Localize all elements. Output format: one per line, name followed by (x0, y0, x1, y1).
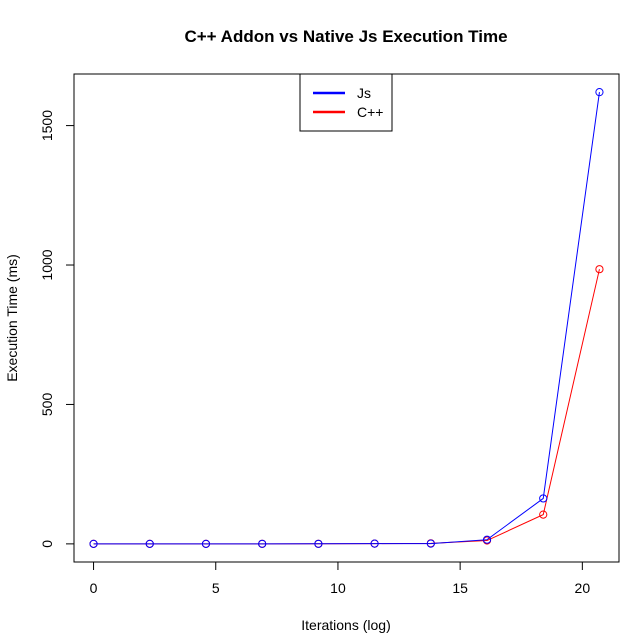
x-tick-label: 0 (90, 580, 98, 596)
data-point-js (595, 88, 604, 97)
legend-box (299, 73, 393, 132)
chart-title: C++ Addon vs Native Js Execution Time (184, 27, 507, 46)
data-point-js (258, 539, 267, 548)
series-layer (89, 88, 604, 548)
series-line-js (93, 92, 600, 545)
y-axis-label: Execution Time (ms) (4, 254, 20, 382)
data-point-js (314, 539, 323, 548)
y-tick-label: 1000 (39, 249, 55, 280)
x-tick-label: 10 (330, 580, 346, 596)
y-tick-label: 1500 (39, 110, 55, 141)
legend-label-js: Js (357, 85, 371, 101)
y-tick-label: 0 (39, 540, 55, 548)
y-tick-label: 500 (39, 393, 55, 417)
x-axis: 0 5 10 15 20 (90, 561, 591, 596)
data-point-cpp (595, 265, 604, 274)
data-point-cpp (539, 510, 548, 519)
data-point-js (482, 535, 492, 544)
data-point-js (145, 539, 154, 548)
x-axis-label: Iterations (log) (301, 617, 390, 633)
data-point-js (89, 539, 98, 548)
data-point-js (426, 539, 435, 548)
y-axis: 0 500 1000 1500 (39, 110, 75, 548)
data-point-js (539, 494, 548, 503)
plot-frame (73, 73, 620, 563)
legend: Js C++ (299, 73, 393, 132)
series-line-cpp (93, 269, 600, 545)
x-tick-label: 5 (212, 580, 220, 596)
data-point-js (370, 539, 379, 548)
legend-label-cpp: C++ (357, 104, 383, 120)
x-tick-label: 20 (575, 580, 591, 596)
data-point-js (201, 539, 211, 548)
x-tick-label: 15 (452, 580, 468, 596)
